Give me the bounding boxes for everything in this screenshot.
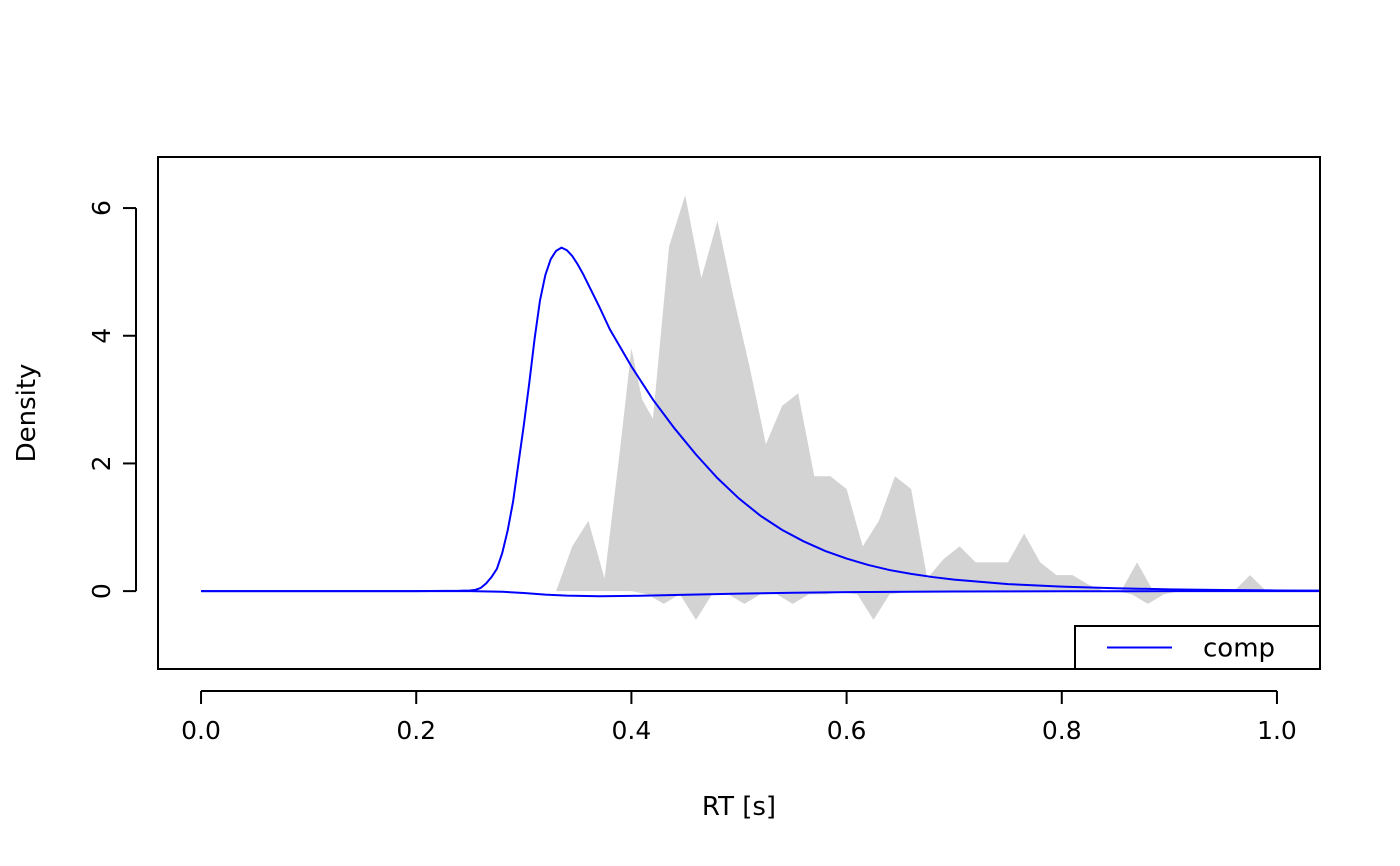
x-tick-label: 1.0 (1257, 716, 1297, 745)
x-tick-label: 0.6 (827, 716, 867, 745)
y-tick-label: 6 (87, 200, 116, 216)
legend: comp (1074, 625, 1321, 670)
y-tick-label: 2 (87, 455, 116, 471)
x-tick-label: 0.0 (181, 716, 221, 745)
y-axis-title: Density (12, 364, 42, 463)
observed-density-areas (201, 195, 1320, 620)
area-observed-positive (201, 195, 1320, 592)
model-density-lines (201, 246, 1320, 598)
y-tick-label: 0 (87, 583, 116, 599)
x-tick-label: 0.2 (396, 716, 436, 745)
line-comp-negative (201, 590, 1320, 598)
x-tick-label: 0.4 (612, 716, 652, 745)
line-comp (201, 246, 1320, 593)
y-tick-label: 4 (87, 328, 116, 344)
x-axis-title: RT [s] (702, 792, 776, 822)
plot-frame (157, 156, 1321, 670)
x-tick-label: 0.8 (1042, 716, 1082, 745)
y-axis: 0 2 4 6 (87, 200, 137, 599)
area-observed-negative (201, 591, 1320, 620)
x-axis: 0.0 0.2 0.4 0.6 0.8 1.0 (181, 690, 1297, 745)
legend-label-comp: comp (1203, 634, 1275, 664)
